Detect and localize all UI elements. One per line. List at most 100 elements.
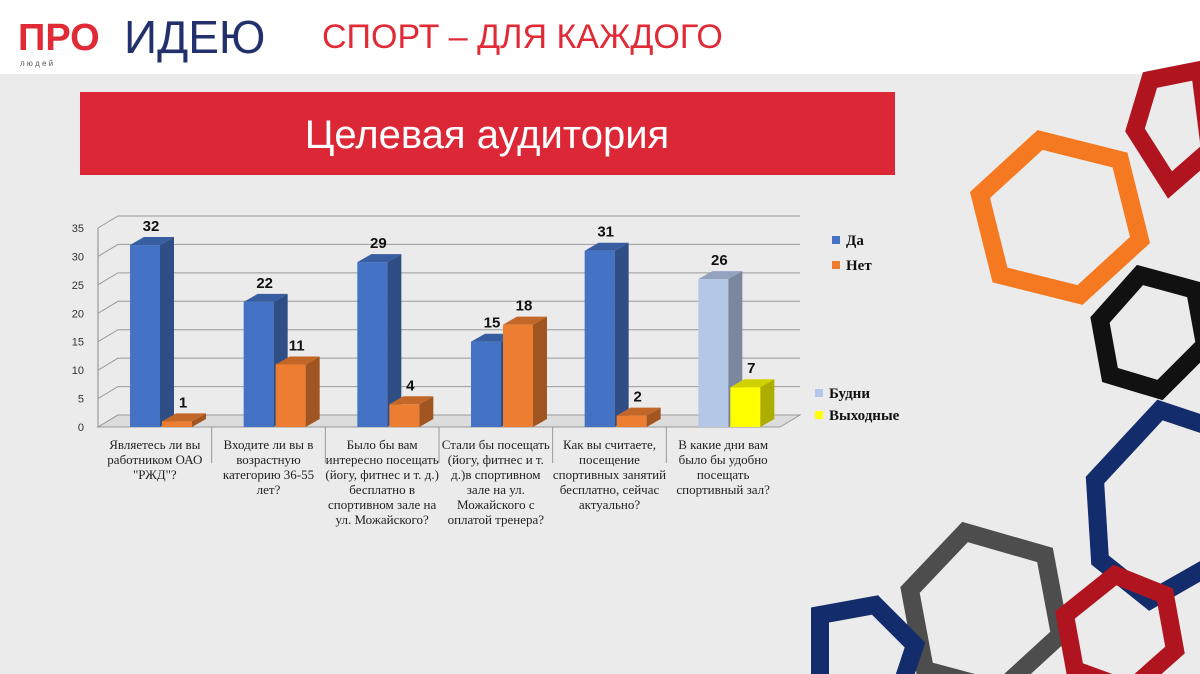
data-label: 22 [256,275,273,292]
bar [389,396,434,427]
x-tick-label: Входите ли вы в возрастную категорию 36-… [222,437,315,497]
bar-top [698,271,743,280]
bar-top [730,379,775,388]
legend-label: Нет [846,258,872,274]
bar-front [616,415,647,427]
chart: 0 5 10 15 20 25 30 35 Являетесь ли вы работником… [72,215,900,527]
bar [584,242,629,427]
data-label: 4 [406,377,415,394]
x-tick-label-box: Как вы считаете, посещение спортивных за… [552,437,667,512]
bar-top [616,407,661,416]
grid-line [97,329,800,343]
bar-side [192,413,206,427]
data-label: 31 [597,224,614,241]
x-tick-label: В какие дни вам было бы удобно посещать … [676,437,770,497]
bar-front [471,341,501,427]
y-tick-label: 10 [72,365,84,377]
bar-top [357,254,402,263]
bar-front [503,324,533,427]
grid-line [97,414,800,428]
bar-side [305,356,320,427]
grid-line [97,300,800,314]
y-tick-label: 20 [72,308,84,320]
bar [275,356,320,427]
data-label: 11 [289,337,305,354]
x-tick-label-box: Стали бы посещать (йогу, фитнес и т. д.)… [441,437,550,527]
bar-front [357,262,388,427]
legend-label: Будни [829,386,870,402]
bar-front [584,250,615,427]
grid-line [97,357,800,371]
bar-front [389,404,420,427]
data-label: 7 [747,360,755,377]
data-label: 1 [179,394,187,411]
legend-swatch [815,411,823,419]
decoration [811,60,1200,674]
data-label: 2 [633,389,641,406]
bar-front [730,387,761,427]
x-tick-label: Являетесь ли вы работником ОАО "РЖД"? [107,437,203,482]
data-label: 32 [143,218,160,235]
legend-swatch [815,389,823,397]
bar-front [698,279,729,427]
bar-side [533,316,547,427]
y-tick-label: 15 [72,337,84,349]
bar-top [275,356,320,365]
x-tick-label-box: В какие дни вам было бы удобно посещать … [676,437,770,497]
grid-line [97,386,800,400]
bar-side [614,242,629,427]
bar [616,407,661,427]
bar [730,379,775,427]
y-tick-label: 25 [72,280,84,292]
header-bar [0,0,1200,74]
y-tick-label: 30 [72,251,84,263]
bar-side [160,237,174,427]
data-label: 29 [370,235,387,252]
bar-side [760,379,775,427]
data-label: 26 [711,252,728,269]
data-label: 18 [516,298,533,315]
bar [357,254,402,427]
x-tick-label: Стали бы посещать (йогу, фитнес и т. д.)… [441,437,550,527]
bar [162,413,206,427]
bar-top [130,237,174,246]
y-tick-label: 5 [78,394,84,406]
grid-line [97,215,800,229]
logo-idea: ИДЕЮ [124,11,265,63]
data-label: 15 [484,315,501,332]
bar-top [584,242,629,251]
y-tick-label: 0 [78,422,84,434]
x-tick-label: Было бы вам интересно посещать (йогу, фи… [325,437,439,527]
bar-top [243,293,288,302]
logo-people: л ю д е й [20,59,53,68]
bar-top [389,396,434,405]
grid-line [97,272,800,286]
bar-side [387,254,402,427]
bar-front [162,421,192,427]
x-tick-label-box: Являетесь ли вы работником ОАО "РЖД"? [107,437,203,482]
bar [130,237,174,427]
x-tick-label-box: Было бы вам интересно посещать (йогу, фи… [325,437,439,527]
y-tick-label: 35 [72,223,84,235]
legend-label: Да [846,233,864,249]
bar [243,293,288,427]
x-tick-label-box: Входите ли вы в возрастную категорию 36-… [222,437,315,497]
logo-pro: ПРО [18,17,100,59]
bar-top [503,316,547,325]
grid-line [97,243,800,257]
bar-side [419,396,434,427]
page-title: СПОРТ – ДЛЯ КАЖДОГО [322,18,723,56]
bar [503,316,547,427]
bar-front [243,301,274,427]
banner [80,92,895,175]
bar-top [162,413,206,422]
banner-title: Целевая аудитория [305,113,669,157]
bar-side [646,407,661,427]
bar-front [130,245,160,427]
bar-front [275,364,306,427]
legend-label: Выходные [829,408,900,424]
x-tick-label: Как вы считаете, посещение спортивных за… [552,437,667,512]
legend-swatch [832,261,840,269]
legend-swatch [832,236,840,244]
